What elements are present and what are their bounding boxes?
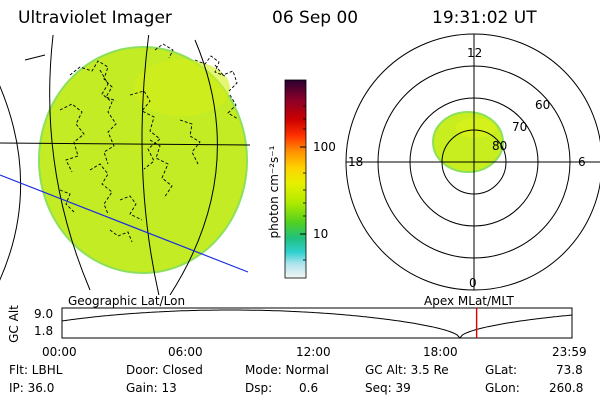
polar-lat-60: 60 [535, 98, 551, 112]
timeline-y-bottom: 1.8 [34, 324, 54, 338]
geo-grid [0, 35, 251, 295]
timeline-y-top: 9.0 [34, 307, 54, 321]
glon-value: 260.8 [549, 381, 584, 395]
dsp-status-label: Dsp: [245, 381, 273, 395]
filter-status: Flt: LBHL [9, 363, 63, 377]
timeline-x-tick: 23:59 [552, 345, 587, 359]
polar-lat-70: 70 [512, 120, 528, 134]
glat-value: 73.8 [556, 363, 583, 377]
timeline-ylabel: GC Alt [7, 305, 21, 343]
geographic-map-label: Geographic Lat/Lon [68, 294, 186, 308]
gc-altitude-status: GC Alt: 3.5 Re [365, 363, 449, 377]
altitude-timeline [61, 307, 573, 339]
colorbar-tick-10: 10 [313, 227, 329, 241]
color-scale [284, 79, 307, 279]
dsp-status-value: 0.6 [299, 381, 319, 395]
mode-status: Mode: Normal [245, 363, 329, 377]
timeline-x-tick: 18:00 [423, 345, 458, 359]
terminator-line [0, 174, 249, 273]
colorbar-unit-label: photon cm⁻²s⁻¹ [267, 145, 281, 239]
timeline-x-tick: 00:00 [42, 345, 77, 359]
polar-lat-80: 80 [492, 139, 508, 153]
altitude-curve [61, 309, 573, 339]
apex-map-label: Apex MLat/MLT [424, 294, 514, 308]
polar-mlt-0: 0 [469, 276, 477, 290]
uv-image-bright-rim [134, 60, 230, 116]
time-label: 19:31:02 UT [432, 8, 537, 28]
coastlines [59, 43, 239, 243]
polar-mlt-6: 6 [578, 155, 586, 169]
timeline-frame [61, 307, 573, 339]
colorbar-tick-100: 100 [313, 140, 336, 154]
polar-map [345, 33, 600, 291]
colorbar-gradient [284, 79, 307, 279]
polar-mlt-18: 18 [348, 155, 364, 169]
door-status: Door: Closed [126, 363, 203, 377]
sequence-status: Seq: 39 [365, 381, 411, 395]
timeline-x-tick: 06:00 [168, 345, 203, 359]
glat-label: GLat: [485, 363, 518, 377]
gain-status: Gain: 13 [126, 381, 177, 395]
ip-status: IP: 36.0 [9, 381, 55, 395]
glon-label: GLon: [485, 381, 520, 395]
date-label: 06 Sep 00 [272, 8, 359, 28]
geographic-map [0, 35, 251, 295]
timeline-x-tick: 12:00 [296, 345, 331, 359]
instrument-title: Ultraviolet Imager [18, 8, 172, 28]
polar-mlt-12: 12 [467, 46, 483, 60]
